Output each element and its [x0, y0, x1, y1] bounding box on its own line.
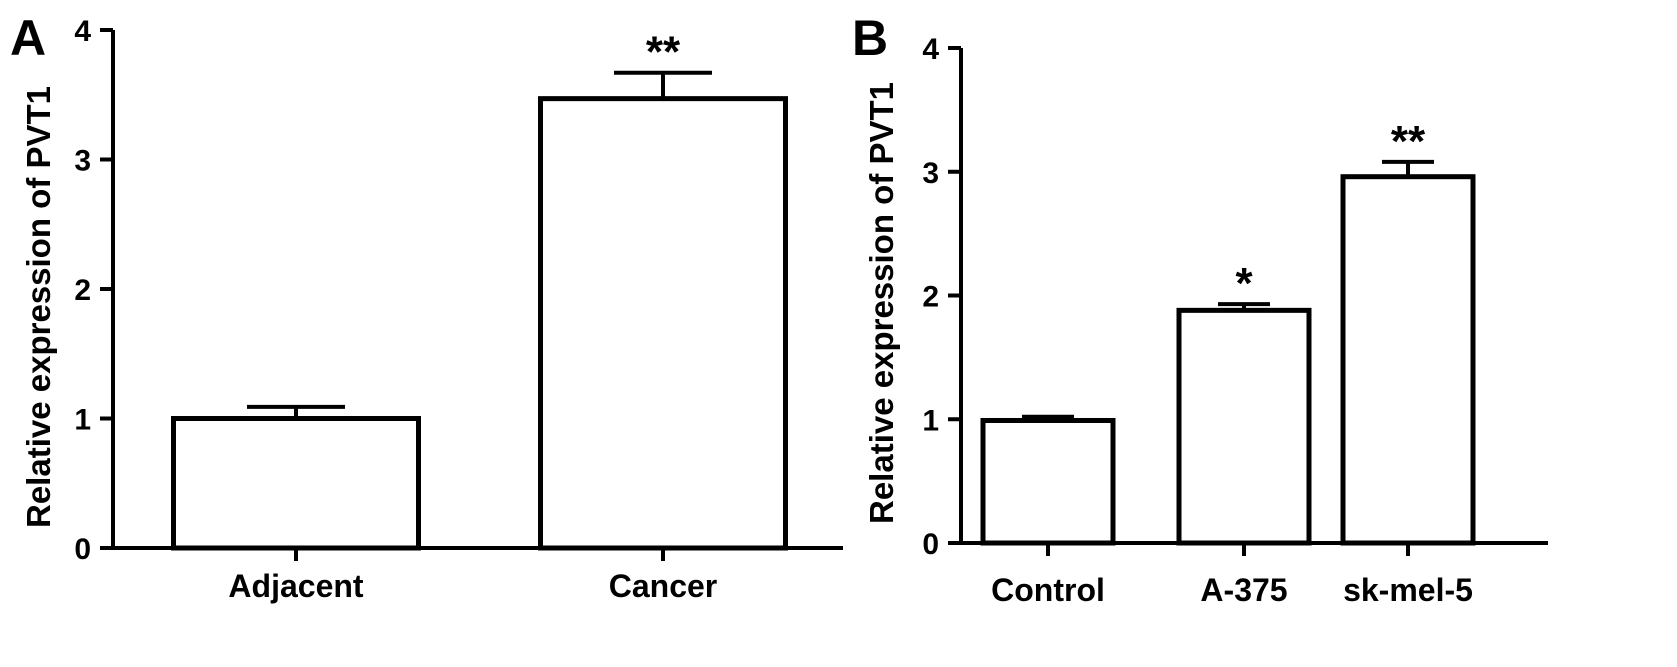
panel-b-y-tick-label: 2 [922, 281, 939, 314]
panel-b-category-label: sk-mel-5 [1343, 572, 1473, 608]
panel-a-bar [538, 96, 788, 551]
panel-b-significance-label: * [1235, 259, 1253, 308]
panel-b-bar [1340, 174, 1476, 546]
panel-b-letter: B [852, 10, 888, 66]
panel-b-labels: Control A-375 * sk-mel-5 ** [991, 117, 1473, 608]
panel-a-y-tick-label: 1 [74, 404, 91, 437]
panel-a-bars [171, 70, 788, 551]
panel-b-y-tick-label: 1 [922, 404, 939, 437]
panel-a-y-tick-label: 2 [74, 274, 91, 307]
panel-a-bar [171, 416, 421, 551]
panel-a-letter: A [10, 10, 46, 66]
panel-b-y-tick-label: 3 [922, 157, 939, 190]
panel-b-category-label: A-375 [1200, 572, 1287, 608]
panel-a: A Relative expression of PVT1 0 1 2 3 4 Adja… [10, 10, 843, 604]
panel-a-y-tick-label: 3 [74, 145, 91, 178]
panel-b-y-tick-label: 0 [922, 528, 939, 561]
panel-b-y-axis-title: Relative expression of PVT1 [863, 82, 900, 524]
panel-a-labels: Adjacent Cancer ** [228, 28, 717, 604]
panel-b-y-tick-label: 4 [922, 33, 939, 66]
panel-a-significance-label: ** [646, 28, 681, 77]
panel-b-bar [980, 417, 1116, 546]
panel-a-y-tick-label: 4 [74, 15, 91, 48]
panel-b-significance-label: ** [1391, 117, 1426, 166]
panel-b-category-label: Control [991, 572, 1105, 608]
panel-a-category-label: Cancer [609, 568, 718, 604]
panel-a-y-tick-label: 0 [74, 533, 91, 566]
panel-b-bar [1176, 307, 1312, 546]
panel-b: B Relative expression of PVT1 0 1 2 3 4 Cont… [852, 10, 1548, 608]
panel-a-category-label: Adjacent [228, 568, 363, 604]
panel-a-y-axis-title: Relative expression of PVT1 [20, 86, 57, 528]
panel-b-bars [980, 159, 1476, 546]
